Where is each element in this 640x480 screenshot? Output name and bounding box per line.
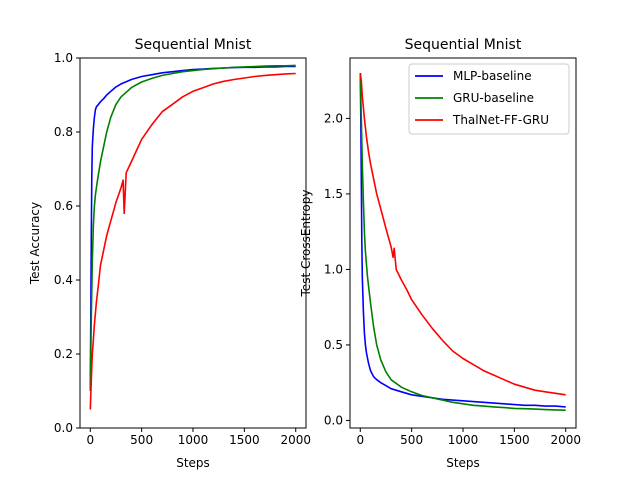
chart-crossentropy-yaxis: 0.0 0.5 1.0 1.5 2.0 [324, 111, 350, 427]
x-tick-label: 1500 [499, 433, 530, 447]
chart-accuracy-frame [79, 57, 307, 429]
y-tick-label: 1.5 [324, 187, 343, 201]
series-line-1 [359, 73, 566, 411]
chart-accuracy-title: Sequential Mnist [135, 37, 252, 53]
x-tick-label: 500 [400, 433, 423, 447]
y-tick-label: 0.0 [54, 421, 73, 435]
x-tick-label: 500 [130, 433, 153, 447]
chart-accuracy-ylabel: Test Accuracy [28, 202, 42, 285]
x-tick-label: 1500 [229, 433, 260, 447]
chart-accuracy-xlabel: Steps [176, 456, 210, 470]
series-line-1 [89, 64, 296, 392]
series-line-0 [89, 65, 296, 392]
legend-label-0: MLP-baseline [453, 69, 532, 83]
y-tick-label: 2.0 [324, 111, 343, 125]
legend-box [408, 63, 570, 135]
series-line-0 [359, 73, 566, 408]
legend-label-2: ThalNet-FF-GRU [452, 113, 549, 127]
y-tick-label: 0.6 [54, 199, 73, 213]
y-tick-label: 0.0 [324, 413, 343, 427]
chart-crossentropy: Sequential Mnist 0 500 1000 1500 2000 0.0 0.5… [299, 37, 581, 470]
chart-crossentropy-legend: MLP-baseline GRU-baseline ThalNet-FF-GRU [408, 63, 570, 135]
y-tick-label: 0.2 [54, 347, 73, 361]
chart-crossentropy-ylabel: Test CrossEntropy [299, 190, 313, 298]
chart-accuracy-yaxis: 0.0 0.2 0.4 0.6 0.8 1.0 [54, 51, 80, 435]
y-tick-label: 0.5 [324, 338, 343, 352]
x-tick-label: 2000 [550, 433, 581, 447]
chart-accuracy-plot [89, 64, 296, 410]
y-tick-label: 1.0 [54, 51, 73, 65]
x-tick-label: 2000 [280, 433, 311, 447]
chart-crossentropy-xaxis: 0 500 1000 1500 2000 [356, 428, 581, 447]
chart-crossentropy-plot [359, 72, 566, 411]
x-tick-label: 0 [86, 433, 94, 447]
x-tick-label: 1000 [178, 433, 209, 447]
y-tick-label: 0.8 [54, 125, 73, 139]
series-line-2 [89, 72, 296, 410]
legend-label-1: GRU-baseline [453, 91, 534, 105]
x-tick-label: 1000 [448, 433, 479, 447]
chart-accuracy-xaxis: 0 500 1000 1500 2000 [86, 428, 311, 447]
chart-crossentropy-title: Sequential Mnist [405, 37, 522, 53]
series-line-2 [359, 72, 566, 396]
chart-accuracy: Sequential Mnist 0 500 1000 1500 2000 0.0 0.2… [28, 37, 311, 470]
y-tick-label: 1.0 [324, 262, 343, 276]
chart-crossentropy-xlabel: Steps [446, 456, 480, 470]
x-tick-label: 0 [356, 433, 364, 447]
y-tick-label: 0.4 [54, 273, 73, 287]
